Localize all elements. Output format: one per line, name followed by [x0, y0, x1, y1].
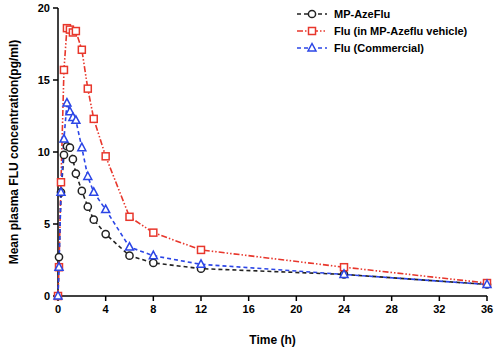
series-point: [60, 66, 67, 73]
series-line: [58, 28, 487, 296]
legend-label: Flu (in MP-Azeflu vehicle): [334, 25, 468, 37]
x-tick-label: 36: [481, 303, 493, 315]
x-tick: [200, 296, 202, 301]
legend-label: Flu (Commercial): [334, 42, 424, 54]
x-tick: [343, 296, 345, 301]
series-point: [90, 188, 98, 196]
y-axis-label: Mean plasma FLU concentration(pg/ml): [7, 40, 21, 265]
x-tick-label: 4: [103, 303, 110, 315]
x-tick: [153, 296, 155, 301]
series-point: [69, 156, 76, 163]
series-point: [78, 46, 85, 53]
chart: 0 4 8 12 16 20 24 28 32 36 0 5 10 15 20 Time (h) Mean pl…: [0, 0, 500, 358]
series-point: [126, 213, 133, 220]
series-point: [78, 187, 85, 194]
series-point: [54, 292, 61, 299]
x-tick-label: 12: [195, 303, 207, 315]
series-point: [55, 263, 63, 271]
series-line: [58, 146, 487, 296]
series-point: [340, 270, 348, 278]
series-point: [72, 170, 79, 177]
series-point: [126, 252, 133, 259]
series-point: [90, 216, 97, 223]
legend-marker: [308, 44, 316, 52]
series-point: [72, 28, 79, 35]
series-point: [60, 151, 67, 158]
series-point: [63, 99, 71, 107]
plot-area: [54, 25, 491, 300]
series-point: [57, 188, 65, 196]
series-point: [55, 293, 62, 300]
x-tick: [105, 296, 107, 301]
series-point: [340, 271, 347, 278]
series-point: [150, 259, 157, 266]
series-point: [102, 205, 110, 213]
legend: MP-AzeFlu Flu (in MP-Azeflu vehicle) Flu (…: [297, 8, 468, 54]
series-point: [90, 115, 97, 122]
x-tick-label: 32: [433, 303, 445, 315]
series-point: [483, 280, 491, 288]
series-point: [84, 203, 91, 210]
y-tick-label: 0: [44, 290, 50, 302]
series-point: [149, 251, 157, 259]
y-tick: [53, 151, 58, 153]
series-point: [126, 243, 134, 251]
x-tick-label: 0: [55, 303, 61, 315]
series-point: [84, 172, 92, 180]
series-point: [84, 85, 91, 92]
x-axis: [58, 295, 487, 297]
x-tick: [296, 296, 298, 301]
x-tick-label: 24: [338, 303, 351, 315]
series-point: [60, 135, 68, 143]
x-tick: [439, 296, 441, 301]
series-point: [197, 260, 205, 268]
series-point: [55, 254, 62, 261]
x-axis-label: Time (h): [249, 333, 295, 347]
series-point: [54, 292, 62, 300]
y-tick: [53, 7, 58, 9]
x-tick-label: 28: [386, 303, 398, 315]
y-tick-label: 5: [44, 218, 50, 230]
x-tick: [486, 296, 488, 301]
x-tick-label: 20: [290, 303, 302, 315]
y-tick: [53, 79, 58, 81]
series-line: [58, 103, 487, 296]
series-point: [57, 189, 64, 196]
y-tick-label: 15: [38, 74, 50, 86]
series-point: [55, 264, 62, 271]
x-tick: [391, 296, 393, 301]
y-tick: [53, 223, 58, 225]
series-point: [198, 246, 205, 253]
legend-marker: [309, 28, 316, 35]
series-point: [72, 116, 80, 124]
x-tick-label: 8: [150, 303, 156, 315]
y-tick-label: 10: [38, 146, 50, 158]
series-point: [150, 229, 157, 236]
y-tick-label: 20: [38, 2, 50, 14]
series-point: [102, 230, 109, 237]
series-point: [102, 153, 109, 160]
x-tick: [248, 296, 250, 301]
series-point: [78, 143, 86, 151]
legend-label: MP-AzeFlu: [334, 8, 390, 20]
legend-marker: [308, 10, 315, 17]
x-tick-label: 16: [243, 303, 255, 315]
series-point: [66, 144, 73, 151]
series-point: [484, 280, 491, 287]
series-point: [57, 179, 64, 186]
